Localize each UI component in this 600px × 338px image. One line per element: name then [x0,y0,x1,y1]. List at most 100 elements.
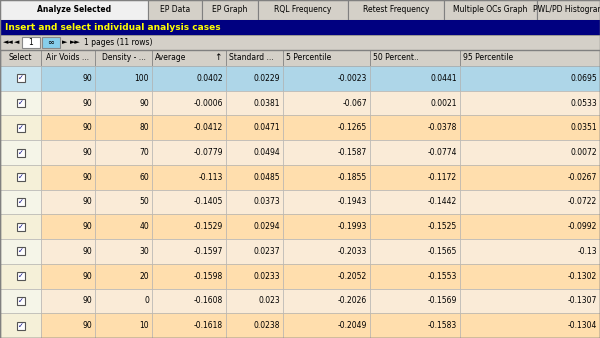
Text: 50 Percent..: 50 Percent.. [373,53,419,63]
Text: 0.0238: 0.0238 [254,321,280,330]
Text: Analyze Selected: Analyze Selected [37,5,111,15]
Bar [283,165,370,190]
Text: ✓: ✓ [17,199,23,205]
Bar [0,313,41,338]
Text: 0.0402: 0.0402 [196,74,223,83]
Text: 1: 1 [29,38,34,47]
Text: ✓: ✓ [17,323,23,329]
Text: 0.0294: 0.0294 [253,222,280,231]
Bar [95,313,152,338]
Text: 0.0351: 0.0351 [571,123,597,132]
Bar [283,66,370,91]
Bar [370,190,460,214]
Bar [152,239,226,264]
Text: -0.2033: -0.2033 [338,247,367,256]
Bar [152,165,226,190]
Bar [95,66,152,91]
Bar [152,289,226,313]
Bar [41,66,95,91]
Text: 10: 10 [139,321,149,330]
Text: 0.023: 0.023 [258,296,280,306]
Text: 90: 90 [82,247,92,256]
Text: 40: 40 [139,222,149,231]
Bar [0,289,41,313]
Bar [17,247,25,256]
Text: ✓: ✓ [17,125,23,131]
Bar [226,214,283,239]
Text: -0.0023: -0.0023 [338,74,367,83]
Text: 0.0021: 0.0021 [431,99,457,107]
Text: 90: 90 [82,123,92,132]
Bar [0,50,600,338]
Bar [41,214,95,239]
Bar [41,50,95,66]
Bar [283,91,370,116]
Text: 90: 90 [139,99,149,107]
Bar [460,264,600,289]
Bar [95,50,152,66]
Text: ◄: ◄ [14,40,19,46]
Text: ►: ► [62,40,67,46]
Text: 0.0381: 0.0381 [254,99,280,107]
Bar [283,50,370,66]
Bar [370,165,460,190]
Bar [460,239,600,264]
Bar [41,264,95,289]
Bar [348,0,444,20]
Bar [95,91,152,116]
Bar [370,116,460,140]
Bar [0,66,41,91]
Text: -0.0267: -0.0267 [568,173,597,182]
Bar [152,66,226,91]
Bar [152,313,226,338]
Text: -0.2049: -0.2049 [338,321,367,330]
Text: 90: 90 [82,173,92,182]
Text: ◄◄: ◄◄ [3,40,14,46]
Bar [17,99,25,107]
Text: 90: 90 [82,272,92,281]
Bar [226,239,283,264]
Bar [152,190,226,214]
Text: ✓: ✓ [17,149,23,155]
Text: -0.1304: -0.1304 [568,321,597,330]
Bar [152,91,226,116]
Bar [95,140,152,165]
Bar [226,190,283,214]
Bar [0,0,148,20]
Bar [226,116,283,140]
Text: 90: 90 [82,99,92,107]
Text: EP Graph: EP Graph [212,5,248,15]
Bar [17,272,25,280]
Bar [41,289,95,313]
Text: -0.0779: -0.0779 [193,148,223,157]
Bar [226,50,283,66]
Bar [17,74,25,82]
Bar [460,116,600,140]
Bar [41,239,95,264]
Bar [460,165,600,190]
Bar [226,289,283,313]
Text: Insert and select individual analysis cases: Insert and select individual analysis ca… [5,23,221,32]
Text: -0.067: -0.067 [343,99,367,107]
Text: Standard ...: Standard ... [229,53,274,63]
Bar [17,322,25,330]
Bar [370,50,460,66]
Bar [226,91,283,116]
Text: ✓: ✓ [17,248,23,255]
Bar [41,91,95,116]
Text: 1 pages (11 rows): 1 pages (11 rows) [84,38,152,47]
Text: 20: 20 [139,272,149,281]
Text: -0.1525: -0.1525 [428,222,457,231]
Text: 0.0441: 0.0441 [430,74,457,83]
Bar [370,313,460,338]
Bar [148,0,202,20]
Bar [226,264,283,289]
Text: 0.0471: 0.0471 [253,123,280,132]
Text: -0.0774: -0.0774 [427,148,457,157]
Text: -0.1405: -0.1405 [194,197,223,207]
Text: 90: 90 [82,148,92,157]
Text: -0.1993: -0.1993 [338,222,367,231]
Text: 0.0533: 0.0533 [570,99,597,107]
Text: 0.0373: 0.0373 [253,197,280,207]
Text: Select: Select [9,53,32,63]
